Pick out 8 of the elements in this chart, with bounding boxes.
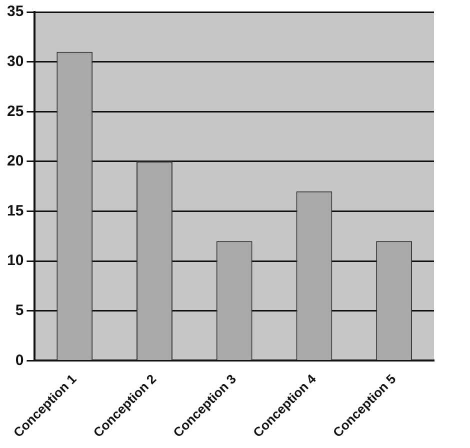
y-tick-label: 35 (6, 3, 24, 20)
y-tick-label: 10 (6, 252, 24, 270)
y-tick-label: 15 (6, 202, 24, 220)
y-tick-label: 5 (15, 302, 24, 320)
y-tick-label: 20 (6, 152, 24, 170)
y-tick-label: 30 (6, 52, 24, 70)
y-tick-label: 0 (15, 352, 24, 369)
y-tick-label: 25 (6, 102, 24, 120)
